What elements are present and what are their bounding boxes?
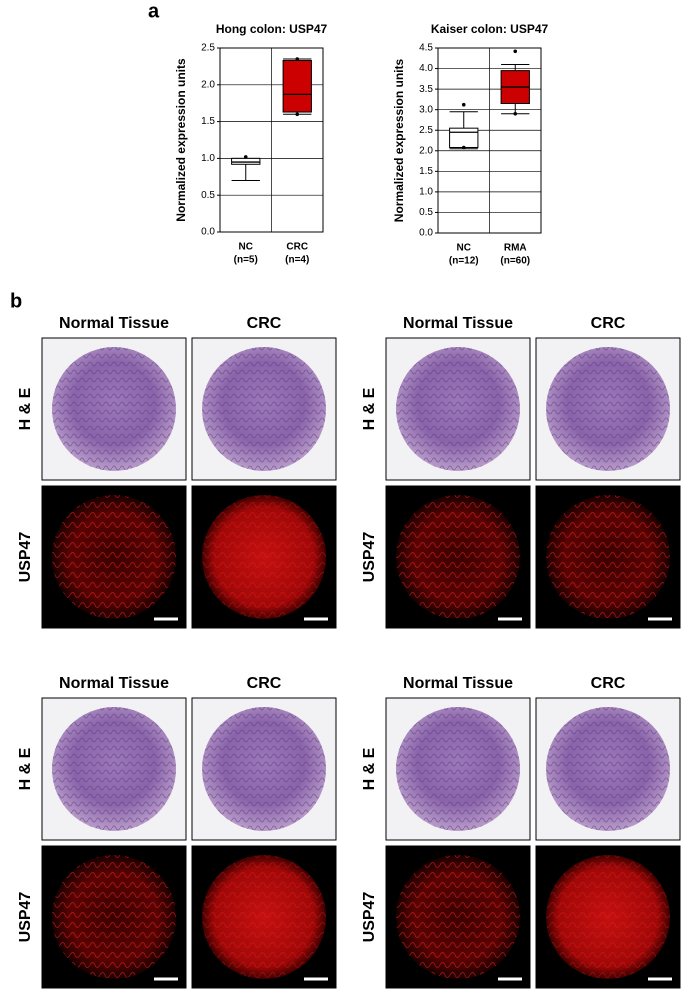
row-label: USP47 (361, 892, 378, 943)
point (513, 49, 518, 54)
tissue-texture (546, 347, 670, 471)
x-tick-label: RMA (504, 243, 527, 254)
tissue-texture (396, 855, 520, 979)
tissue-texture (52, 707, 176, 831)
row-label: USP47 (361, 532, 378, 583)
row-label: USP47 (17, 892, 34, 943)
column-header: CRC (247, 675, 282, 692)
tissue-texture (396, 347, 520, 471)
y-tick-label: 2.5 (201, 43, 215, 54)
y-tick-label: 0.5 (201, 190, 215, 201)
y-tick-label: 1.0 (419, 187, 433, 198)
row-label: H & E (17, 747, 34, 790)
tissue-texture (546, 855, 670, 979)
row-label: USP47 (17, 532, 34, 583)
point (243, 155, 248, 159)
tissue-texture (396, 707, 520, 831)
y-axis-label: Normalized expression units (174, 58, 188, 222)
chart-title: Hong colon: USP47 (216, 22, 328, 36)
column-header: CRC (247, 315, 282, 332)
tissue-texture (546, 707, 670, 831)
panel-label: b (10, 290, 22, 312)
column-header: CRC (591, 315, 626, 332)
y-tick-label: 2.0 (419, 145, 433, 156)
tissue-texture (52, 495, 176, 619)
box (449, 127, 479, 148)
sample-size: (n=4) (285, 255, 309, 266)
column-header: Normal Tissue (59, 675, 169, 692)
tissue-texture (202, 707, 326, 831)
row-label: H & E (361, 747, 378, 790)
y-tick-label: 1.5 (419, 166, 433, 177)
x-tick-label: NC (457, 243, 471, 254)
y-tick-label: 2.0 (201, 79, 215, 90)
tissue-texture (202, 855, 326, 979)
row-label: H & E (17, 387, 34, 430)
y-tick-label: 0.0 (201, 227, 215, 238)
column-header: Normal Tissue (59, 315, 169, 332)
panel-label: a (148, 0, 160, 22)
sample-size: (n=5) (234, 255, 258, 266)
sample-size: (n=60) (500, 256, 530, 267)
point (461, 145, 466, 150)
tissue-texture (52, 855, 176, 979)
column-header: CRC (591, 675, 626, 692)
y-tick-label: 4.0 (419, 63, 433, 74)
y-axis-label: Normalized expression units (392, 58, 406, 222)
box (231, 157, 261, 165)
tissue-texture (202, 495, 326, 619)
chart-title: Kaiser colon: USP47 (431, 22, 549, 36)
box (282, 60, 312, 113)
y-tick-label: 3.5 (419, 84, 433, 95)
column-header: Normal Tissue (403, 675, 513, 692)
tissue-texture (396, 495, 520, 619)
point (513, 111, 518, 116)
row-label: H & E (361, 387, 378, 430)
tissue-texture (52, 347, 176, 471)
y-tick-label: 1.5 (201, 116, 215, 127)
y-tick-label: 4.5 (419, 43, 433, 54)
x-tick-label: NC (239, 242, 253, 253)
x-tick-label: CRC (286, 242, 308, 253)
y-tick-label: 0.5 (419, 207, 433, 218)
tissue-texture (202, 347, 326, 471)
point (461, 102, 466, 107)
point (295, 112, 300, 117)
y-tick-label: 2.5 (419, 125, 433, 136)
column-header: Normal Tissue (403, 315, 513, 332)
y-tick-label: 0.0 (419, 228, 433, 239)
y-tick-label: 3.0 (419, 104, 433, 115)
sample-size: (n=12) (449, 256, 479, 267)
tissue-texture (546, 495, 670, 619)
y-tick-label: 1.0 (201, 153, 215, 164)
point (295, 57, 300, 61)
